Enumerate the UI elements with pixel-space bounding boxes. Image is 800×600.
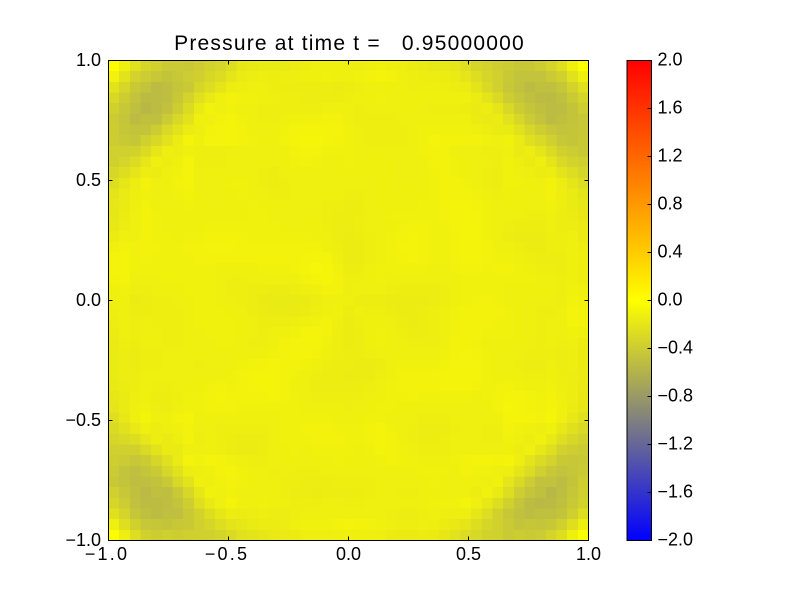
- svg-text:1.2: 1.2: [658, 145, 683, 165]
- svg-text:1.0: 1.0: [76, 50, 101, 70]
- svg-text:0.4: 0.4: [658, 241, 683, 261]
- svg-text:1.6: 1.6: [658, 97, 683, 117]
- svg-text:1.0: 1.0: [576, 544, 601, 564]
- svg-text:−1.2: −1.2: [658, 433, 694, 453]
- svg-text:−1.0: −1.0: [85, 544, 129, 564]
- svg-text:0.8: 0.8: [658, 193, 683, 213]
- svg-text:0.0: 0.0: [336, 544, 361, 564]
- svg-text:−0.5: −0.5: [65, 410, 101, 430]
- svg-text:0.0: 0.0: [76, 290, 101, 310]
- svg-text:−0.4: −0.4: [658, 337, 694, 357]
- svg-text:0.5: 0.5: [456, 544, 481, 564]
- svg-text:−1.6: −1.6: [658, 481, 694, 501]
- svg-text:0.5: 0.5: [76, 170, 101, 190]
- svg-text:2.0: 2.0: [658, 49, 683, 69]
- svg-text:−1.0: −1.0: [65, 530, 101, 550]
- svg-text:−0.5: −0.5: [205, 544, 249, 564]
- svg-text:0.0: 0.0: [658, 289, 683, 309]
- svg-text:−2.0: −2.0: [658, 529, 694, 549]
- svg-text:−0.8: −0.8: [658, 385, 694, 405]
- svg-text:Pressure at time t = 0.95000: Pressure at time t = 0.95000000: [174, 32, 525, 55]
